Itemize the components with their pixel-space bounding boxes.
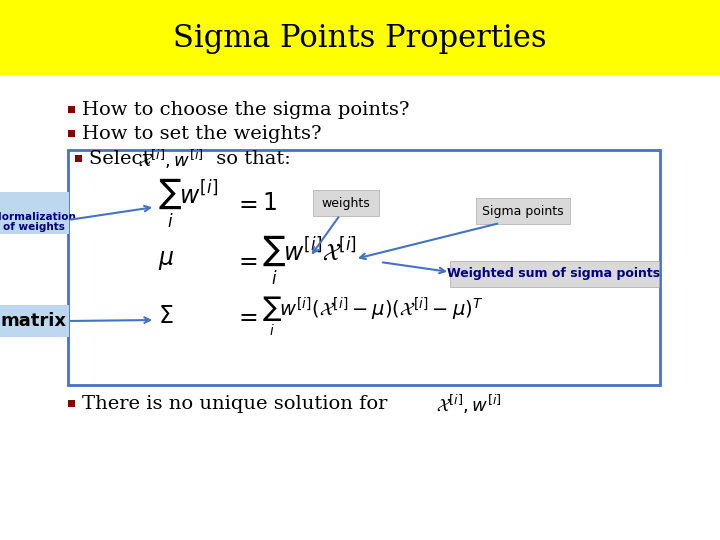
Text: $1$: $1$ <box>262 191 276 215</box>
Text: $=$: $=$ <box>234 304 258 328</box>
Text: $\mathcal{X}^{[i]}, w^{[i]}$: $\mathcal{X}^{[i]}, w^{[i]}$ <box>138 147 204 171</box>
FancyBboxPatch shape <box>450 261 659 287</box>
Text: weights: weights <box>322 197 370 210</box>
Text: $\mu$: $\mu$ <box>158 248 174 272</box>
Text: $\sum_i w^{[i]}$: $\sum_i w^{[i]}$ <box>158 176 218 230</box>
Bar <box>75 155 82 162</box>
Text: so that:: so that: <box>210 150 291 168</box>
FancyBboxPatch shape <box>0 0 720 75</box>
FancyBboxPatch shape <box>68 150 660 385</box>
Text: Weighted sum of sigma points: Weighted sum of sigma points <box>447 267 660 280</box>
Text: Sigma points: Sigma points <box>482 205 564 218</box>
Text: Normalization: Normalization <box>0 212 76 222</box>
Text: How to choose the sigma points?: How to choose the sigma points? <box>82 101 410 119</box>
Text: $=$: $=$ <box>234 248 258 272</box>
FancyBboxPatch shape <box>0 305 69 337</box>
Bar <box>68 400 75 407</box>
Text: There is no unique solution for: There is no unique solution for <box>82 395 394 413</box>
Bar <box>68 106 75 113</box>
Bar <box>68 130 75 137</box>
Text: $\sum_i w^{[i]}\mathcal{X}^{[i]}$: $\sum_i w^{[i]}\mathcal{X}^{[i]}$ <box>262 233 357 287</box>
FancyBboxPatch shape <box>313 190 379 216</box>
Text: $=$: $=$ <box>234 191 258 215</box>
FancyBboxPatch shape <box>0 192 69 234</box>
Text: Sigma Points Properties: Sigma Points Properties <box>174 24 546 55</box>
Text: $\mathcal{X}^{[i]}, w^{[i]}$: $\mathcal{X}^{[i]}, w^{[i]}$ <box>436 393 502 416</box>
Text: of weights: of weights <box>3 222 65 232</box>
Text: How to set the weights?: How to set the weights? <box>82 125 322 143</box>
Text: Select: Select <box>89 150 157 168</box>
Text: $\Sigma$: $\Sigma$ <box>158 304 174 328</box>
FancyBboxPatch shape <box>476 198 570 224</box>
Text: matrix: matrix <box>1 312 67 330</box>
Text: $\sum_i w^{[i]}(\mathcal{X}^{[i]}-\mu)(\mathcal{X}^{[i]}-\mu)^T$: $\sum_i w^{[i]}(\mathcal{X}^{[i]}-\mu)(\… <box>262 294 483 338</box>
